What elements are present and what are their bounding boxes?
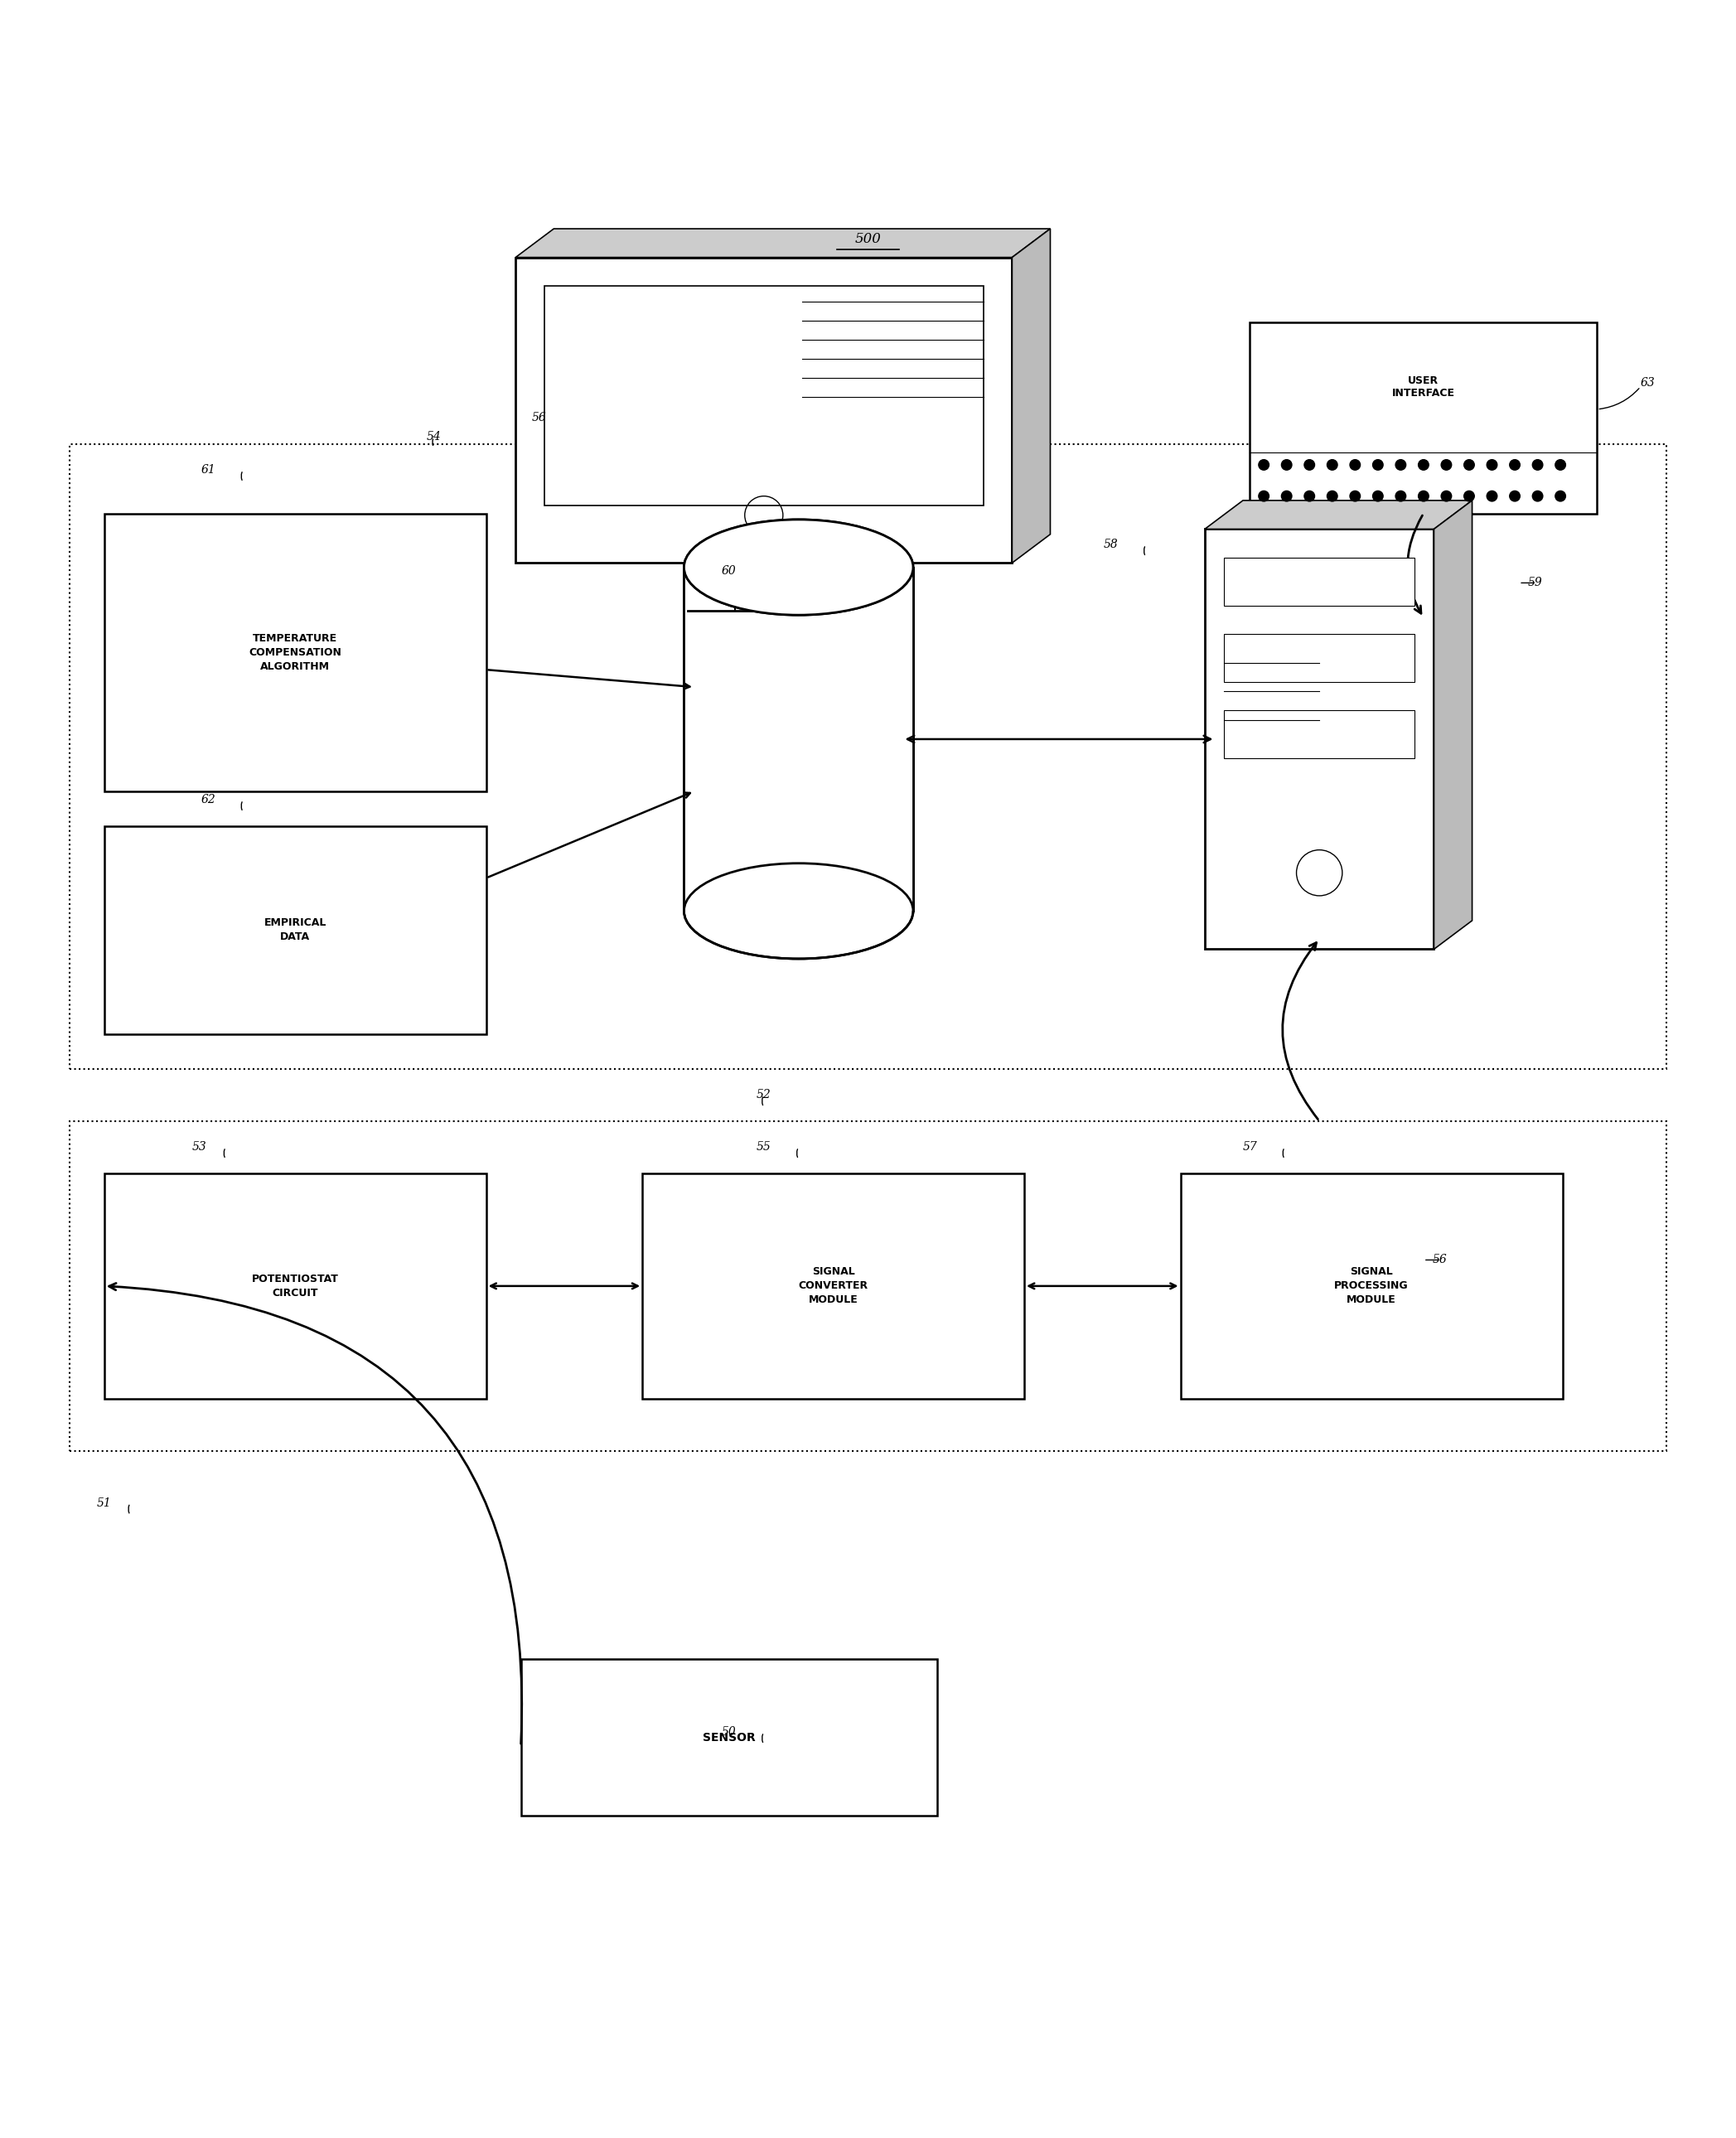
Circle shape: [1441, 492, 1451, 500]
Circle shape: [1441, 460, 1451, 470]
Circle shape: [1281, 492, 1292, 500]
Circle shape: [1373, 492, 1384, 500]
Text: TEMPERATURE
COMPENSATION
ALGORITHM: TEMPERATURE COMPENSATION ALGORITHM: [248, 633, 342, 671]
Circle shape: [1510, 492, 1521, 500]
FancyBboxPatch shape: [1224, 710, 1415, 759]
Polygon shape: [1434, 500, 1472, 949]
FancyBboxPatch shape: [104, 1174, 486, 1398]
Text: 52: 52: [757, 1088, 771, 1101]
Circle shape: [1304, 460, 1314, 470]
Circle shape: [1326, 460, 1337, 470]
Polygon shape: [1012, 229, 1050, 562]
Ellipse shape: [684, 520, 913, 616]
Circle shape: [1351, 460, 1361, 470]
Text: SENSOR: SENSOR: [703, 1732, 755, 1742]
Circle shape: [1486, 460, 1496, 470]
Circle shape: [1304, 492, 1314, 500]
FancyBboxPatch shape: [104, 825, 486, 1035]
Text: 59: 59: [1528, 577, 1542, 588]
FancyBboxPatch shape: [516, 257, 1012, 562]
Text: USER
INTERFACE: USER INTERFACE: [1392, 374, 1455, 398]
Text: 53: 53: [193, 1142, 207, 1152]
Circle shape: [1396, 492, 1406, 500]
FancyBboxPatch shape: [521, 1659, 937, 1815]
FancyBboxPatch shape: [684, 567, 913, 911]
FancyBboxPatch shape: [104, 513, 486, 791]
Circle shape: [1533, 492, 1543, 500]
Text: 57: 57: [1243, 1142, 1257, 1152]
Text: 63: 63: [1641, 378, 1654, 389]
Circle shape: [1555, 492, 1566, 500]
Polygon shape: [516, 229, 1050, 257]
Circle shape: [1418, 492, 1429, 500]
Circle shape: [1281, 460, 1292, 470]
Circle shape: [1326, 492, 1337, 500]
Polygon shape: [1205, 500, 1472, 528]
Text: SIGNAL
CONVERTER
MODULE: SIGNAL CONVERTER MODULE: [799, 1266, 868, 1306]
Text: 51: 51: [97, 1497, 111, 1509]
Circle shape: [1486, 492, 1496, 500]
Text: 50: 50: [722, 1725, 736, 1738]
FancyBboxPatch shape: [1224, 558, 1415, 605]
FancyBboxPatch shape: [1205, 528, 1434, 949]
Circle shape: [1373, 460, 1384, 470]
Circle shape: [1533, 460, 1543, 470]
FancyBboxPatch shape: [684, 567, 913, 911]
Ellipse shape: [684, 864, 913, 958]
Text: 58: 58: [1104, 539, 1118, 549]
Circle shape: [1510, 460, 1521, 470]
Text: 55: 55: [757, 1142, 771, 1152]
Text: 56: 56: [1432, 1255, 1446, 1266]
Circle shape: [1351, 492, 1361, 500]
FancyBboxPatch shape: [1250, 323, 1597, 513]
Text: 61: 61: [201, 464, 215, 477]
Circle shape: [1463, 492, 1474, 500]
Text: 54: 54: [427, 432, 441, 443]
Text: 500: 500: [854, 233, 882, 246]
Text: 56: 56: [533, 413, 547, 423]
FancyBboxPatch shape: [545, 286, 984, 507]
Circle shape: [1463, 460, 1474, 470]
Text: EMPIRICAL
DATA: EMPIRICAL DATA: [264, 917, 326, 943]
Circle shape: [1418, 460, 1429, 470]
Circle shape: [1396, 460, 1406, 470]
Ellipse shape: [684, 520, 913, 616]
FancyBboxPatch shape: [642, 1174, 1024, 1398]
Text: 62: 62: [201, 793, 215, 806]
Text: POTENTIOSTAT
CIRCUIT: POTENTIOSTAT CIRCUIT: [252, 1274, 339, 1298]
Circle shape: [1259, 460, 1269, 470]
FancyBboxPatch shape: [1224, 635, 1415, 682]
Text: 60: 60: [722, 564, 736, 577]
Circle shape: [1555, 460, 1566, 470]
Text: SIGNAL
PROCESSING
MODULE: SIGNAL PROCESSING MODULE: [1335, 1266, 1408, 1306]
Circle shape: [1259, 492, 1269, 500]
FancyBboxPatch shape: [1180, 1174, 1562, 1398]
